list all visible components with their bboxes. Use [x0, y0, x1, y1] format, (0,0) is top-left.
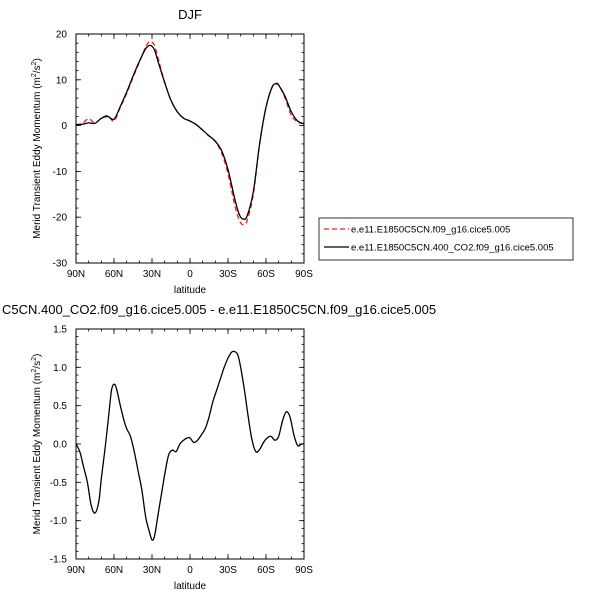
y-axis-label: Merid Transient Eddy Momentum (m2/s2): [31, 354, 43, 535]
x-tick-label: 30S: [219, 565, 237, 576]
x-tick-label: 60N: [105, 269, 123, 280]
y-tick-label: 1.0: [53, 363, 67, 374]
plot-frame: [75, 33, 305, 264]
chart-title: DJF: [178, 7, 202, 22]
series-line-1: [75, 40, 305, 226]
series-line-1: [75, 350, 305, 541]
x-tick-label: 60S: [257, 565, 275, 576]
y-tick-label: -30: [53, 259, 68, 270]
x-tick-label: 90N: [67, 269, 85, 280]
x-tick-label: 30N: [143, 269, 161, 280]
chart-title: C5CN.400_CO2.f09_g16.cice5.005 - e.e11.E…: [2, 302, 436, 317]
y-tick-label: -0.5: [50, 478, 68, 489]
y-tick-label: -1.5: [50, 555, 68, 566]
series-line-2: [75, 44, 305, 220]
x-axis-label: latitude: [174, 285, 207, 296]
x-tick-label: 60N: [105, 565, 123, 576]
y-tick-label: 20: [56, 30, 68, 41]
y-tick-label: -1.0: [50, 516, 68, 527]
x-tick-label: 0: [187, 565, 193, 576]
chart-panel-2: C5CN.400_CO2.f09_g16.cice5.005 - e.e11.E…: [2, 302, 436, 592]
legend-label-1: e.e11.E1850C5CN.f09_g16.cice5.005: [351, 225, 510, 236]
x-tick-label: 60S: [257, 269, 275, 280]
legend: e.e11.E1850C5CN.f09_g16.cice5.005 e.e11.E…: [318, 217, 574, 261]
plot-frame: [75, 328, 305, 560]
x-tick-label: 0: [187, 269, 193, 280]
x-tick-label: 90S: [295, 565, 313, 576]
x-tick-label: 90S: [295, 269, 313, 280]
chart-panel-1: DJF 90N 60N 30N 0 30S 60S 90S 20 10 0 -10 -20 -30 lati…: [31, 7, 574, 296]
y-tick-label: 10: [56, 75, 68, 86]
x-tick-label: 90N: [67, 565, 85, 576]
x-tick-label: 30S: [219, 269, 237, 280]
legend-box: [318, 217, 574, 261]
y-tick-label: -20: [53, 213, 68, 224]
y-axis-label: Merid Transient Eddy Momentum (m2/s2): [31, 58, 43, 239]
x-tick-label: 30N: [143, 565, 161, 576]
y-tick-label: 0.5: [53, 401, 67, 412]
x-axis-label: latitude: [174, 581, 207, 592]
y-tick-label: 0: [61, 121, 67, 132]
y-tick-label: -10: [53, 167, 68, 178]
y-tick-label: 1.5: [53, 325, 67, 336]
y-tick-label: 0.0: [53, 440, 67, 451]
legend-label-2: e.e11.E1850C5CN.400_CO2.f09_g16.cice5.00…: [351, 243, 554, 254]
